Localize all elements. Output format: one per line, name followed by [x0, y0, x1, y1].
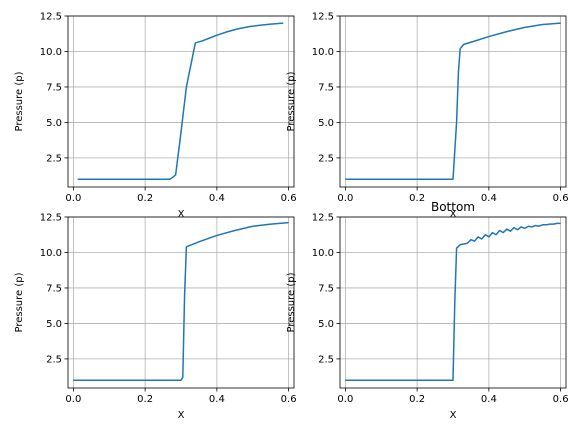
x-tick-label: 0.4 — [481, 394, 497, 405]
y-tick-label: 2.5 — [46, 354, 62, 365]
x-tick-label: 0.0 — [65, 394, 81, 405]
x-tick-label: 0.2 — [409, 193, 425, 204]
y-tick-label: 2.5 — [318, 153, 334, 164]
y-axis-label: Pressure (p) — [286, 272, 297, 332]
x-tick-label: 0.4 — [209, 394, 225, 405]
x-axis-label: X — [450, 209, 457, 220]
x-tick-label: 0.0 — [65, 193, 81, 204]
y-tick-label: 7.5 — [318, 283, 334, 294]
y-tick-label: 7.5 — [46, 82, 62, 93]
x-axis-label: X — [450, 410, 457, 421]
axes-frame — [339, 15, 567, 188]
y-tick-label: 2.5 — [318, 354, 334, 365]
y-tick-label: 7.5 — [318, 82, 334, 93]
y-tick-label: 7.5 — [46, 283, 62, 294]
axes-frame — [67, 216, 295, 389]
y-tick-label: 5.0 — [46, 319, 62, 330]
series-line — [77, 22, 284, 180]
x-axis-label: X — [178, 410, 185, 421]
x-axis-label: X — [178, 209, 185, 220]
subplot-1: 0.0 0.2 0.4 0.6 2.5 5.0 7.5 10.0 12.5 X Pressure (… — [14, 12, 297, 221]
x-tick-label: 0.6 — [281, 193, 297, 204]
y-axis-label: Pressure (p) — [14, 272, 25, 332]
y-axis-label: Pressure (p) — [286, 71, 297, 131]
series-line — [345, 222, 561, 381]
x-tick-label: 0.6 — [281, 394, 297, 405]
y-tick-label: 12.5 — [40, 12, 62, 23]
y-tick-label: 12.5 — [312, 213, 334, 224]
axes-frame — [339, 216, 567, 389]
x-tick-label: 0.4 — [209, 193, 225, 204]
y-tick-label: 12.5 — [40, 213, 62, 224]
x-tick-label: 0.6 — [553, 394, 569, 405]
series-line — [73, 221, 289, 381]
x-tick-label: 0.2 — [137, 193, 153, 204]
y-tick-label: 2.5 — [46, 153, 62, 164]
y-tick-label: 10.0 — [40, 248, 62, 259]
subplot-2: 0.0 0.2 0.4 0.6 2.5 5.0 7.5 10.0 12.5 X Pressure (… — [286, 12, 569, 221]
y-tick-label: 5.0 — [46, 118, 62, 129]
y-tick-label: 12.5 — [312, 12, 334, 23]
y-tick-label: 5.0 — [318, 118, 334, 129]
x-tick-label: 0.2 — [409, 394, 425, 405]
axes-frame — [67, 15, 295, 188]
y-tick-label: 5.0 — [318, 319, 334, 330]
x-tick-label: 0.0 — [337, 193, 353, 204]
y-tick-label: 10.0 — [312, 47, 334, 58]
x-tick-label: 0.2 — [137, 394, 153, 405]
x-tick-label: 0.4 — [481, 193, 497, 204]
series-line — [345, 22, 561, 180]
subplot-4: 0.0 0.2 0.4 0.6 2.5 5.0 7.5 10.0 12.5 X Pressure (… — [286, 200, 569, 421]
x-tick-label: 0.6 — [553, 193, 569, 204]
x-tick-label: 0.0 — [337, 394, 353, 405]
y-tick-label: 10.0 — [40, 47, 62, 58]
y-axis-label: Pressure (p) — [14, 71, 25, 131]
subplot-title: Bottom — [431, 200, 475, 214]
y-tick-label: 10.0 — [312, 248, 334, 259]
subplot-3: 0.0 0.2 0.4 0.6 2.5 5.0 7.5 10.0 12.5 X Pressure (… — [14, 213, 297, 422]
